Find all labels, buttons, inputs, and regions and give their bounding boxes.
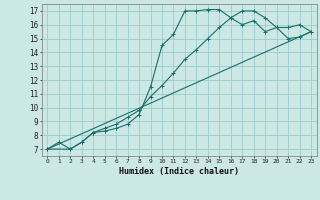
X-axis label: Humidex (Indice chaleur): Humidex (Indice chaleur) [119,167,239,176]
